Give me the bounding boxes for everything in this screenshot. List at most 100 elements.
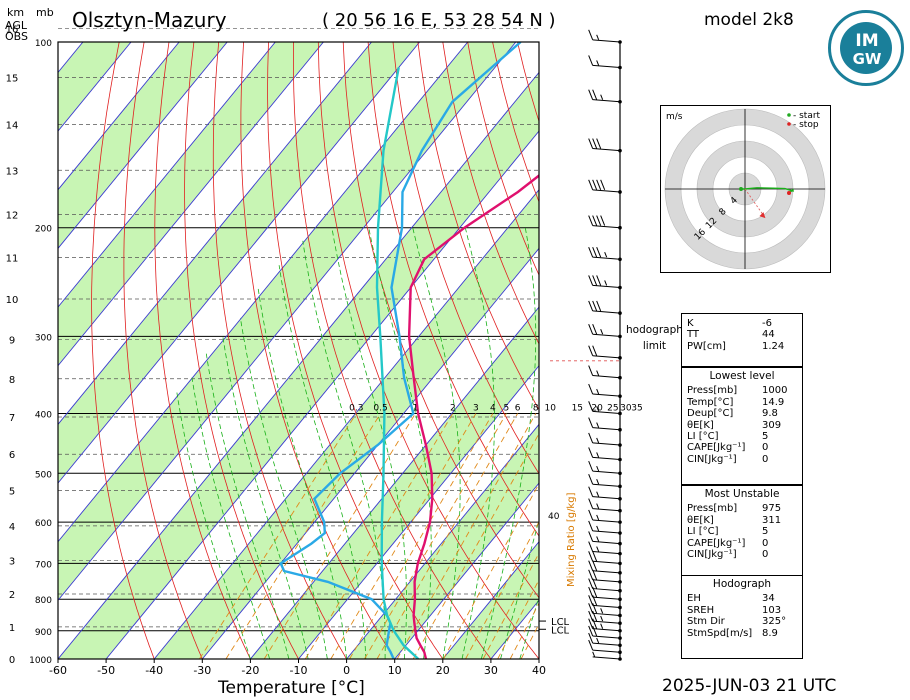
lcl-label: LCL	[551, 625, 570, 636]
mixing-ratio-tick-label: 0.5	[373, 403, 387, 413]
wind-barb-flag	[588, 383, 594, 395]
wind-barb-half	[596, 637, 600, 644]
moist-adiabat	[240, 317, 328, 659]
moist-adiabat	[480, 227, 537, 659]
wind-barb-flag	[596, 215, 602, 226]
wind-barb	[588, 569, 622, 584]
wind-barb	[588, 138, 622, 153]
dry-adiabat	[317, 42, 539, 659]
wind-barb-shaft	[592, 656, 621, 660]
most-unstable-key: LI [°C]	[687, 526, 719, 538]
wind-barb-shaft	[592, 483, 621, 487]
km-tick-label: 14	[6, 121, 19, 132]
index-key: K	[687, 318, 694, 329]
isotherm-line	[58, 42, 420, 484]
mixing-ratio-line	[349, 413, 494, 659]
wind-barb-shaft	[592, 333, 621, 337]
wind-barb-half	[596, 479, 600, 485]
wind-barb	[588, 520, 622, 535]
wind-barb-half	[592, 651, 596, 658]
wind-barb-flag	[588, 632, 594, 644]
moist-adiabat	[191, 377, 270, 659]
x-tick-label: 20	[436, 664, 450, 677]
pressure-tick-label: 800	[35, 596, 52, 606]
wind-barb-half	[600, 329, 604, 335]
dry-adiabat	[91, 42, 155, 659]
wind-barb-flag	[592, 324, 598, 335]
hodograph-param-value: 8.9	[762, 627, 778, 639]
wind-barb-flag	[588, 595, 594, 606]
wind-barb	[588, 432, 622, 447]
wind-barb	[588, 474, 622, 489]
dry-adiabat	[123, 42, 203, 659]
wind-barb-shaft	[592, 470, 621, 474]
wind-barb-shaft	[592, 410, 621, 414]
moist-adiabat	[538, 657, 539, 659]
wind-barb	[588, 560, 622, 575]
wind-barb-shaft	[592, 635, 621, 639]
wind-barb-flag	[596, 300, 602, 312]
wind-barb-flag	[588, 401, 594, 412]
wind-barb-flag	[588, 365, 594, 376]
wind-barb-flag	[588, 417, 594, 428]
wind-barb-flag	[588, 560, 594, 571]
isotherm-line	[58, 71, 539, 659]
x-tick-label: 30	[484, 664, 498, 677]
most-unstable-value: 975	[762, 503, 782, 515]
lowest-level-key: θE[K]	[687, 419, 714, 431]
mixing-ratio-tick-label: 8	[533, 403, 539, 413]
wind-barb-shaft	[592, 612, 621, 616]
lowest-level-value: 1000	[762, 385, 788, 397]
mb-axis-header: mb	[36, 6, 54, 19]
most-unstable-value: 0	[762, 537, 769, 549]
valid-datetime: 2025-JUN-03 21 UTC	[662, 676, 837, 696]
wind-barb-shaft	[592, 393, 621, 397]
hodograph-limit-label: hodograph limit	[626, 322, 683, 354]
wind-barb-shaft	[592, 310, 621, 314]
wind-barb-flag	[588, 625, 594, 637]
mixing-ratio-tick-label: 10	[545, 403, 557, 413]
dry-adiabat	[212, 42, 347, 659]
wind-barb-flag	[592, 246, 598, 258]
most-unstable-row: θE[K] 311	[682, 515, 802, 526]
index-value: 44	[762, 329, 775, 341]
moist-adiabat	[278, 265, 367, 659]
most-unstable-row: Press[mb] 975	[682, 503, 802, 514]
wind-barb-half	[596, 406, 600, 412]
wind-barb-flag	[596, 138, 602, 149]
wind-barb-flag	[588, 138, 594, 149]
mixing-ratio-line	[412, 432, 539, 659]
dry-adiabat	[240, 42, 396, 659]
mixing-ratio-tick-label: 5	[503, 403, 509, 413]
wind-barb	[588, 639, 622, 655]
km-tick-label: 10	[6, 295, 19, 306]
model-name: model 2k8	[704, 10, 794, 30]
km-tick-label: 11	[6, 253, 19, 264]
wind-barb	[588, 498, 622, 513]
wind-barb-flag	[588, 460, 594, 472]
isotherm-line	[58, 42, 180, 191]
wind-barb-half	[596, 422, 600, 428]
wind-barb-flag	[592, 300, 598, 312]
isotherm-line	[58, 42, 324, 367]
wind-barb-shaft	[592, 519, 621, 523]
wind-barb-flag	[588, 551, 594, 562]
wind-barb-shaft	[592, 375, 621, 379]
most-unstable-title: Most Unstable	[704, 488, 780, 500]
obs-header: OBS	[5, 30, 28, 43]
dry-adiabat	[392, 42, 539, 475]
mixing-ratio-line	[364, 413, 507, 659]
most-unstable-key: Press[mb]	[687, 503, 738, 515]
wind-barb-half	[600, 623, 604, 629]
wind-barb	[588, 610, 622, 626]
lowest-level-value: 5	[762, 430, 769, 442]
wind-barb-flag	[588, 246, 594, 258]
wind-barb-shaft	[592, 284, 621, 289]
wind-barb-shaft	[592, 39, 621, 43]
wind-barb-half	[596, 388, 600, 395]
wind-barb-dot	[618, 375, 622, 380]
wind-barb-flag	[596, 246, 602, 258]
x-tick-label: 10	[388, 664, 402, 677]
x-axis-label: Temperature [°C]	[218, 678, 365, 698]
index-row: K -6	[682, 318, 802, 329]
